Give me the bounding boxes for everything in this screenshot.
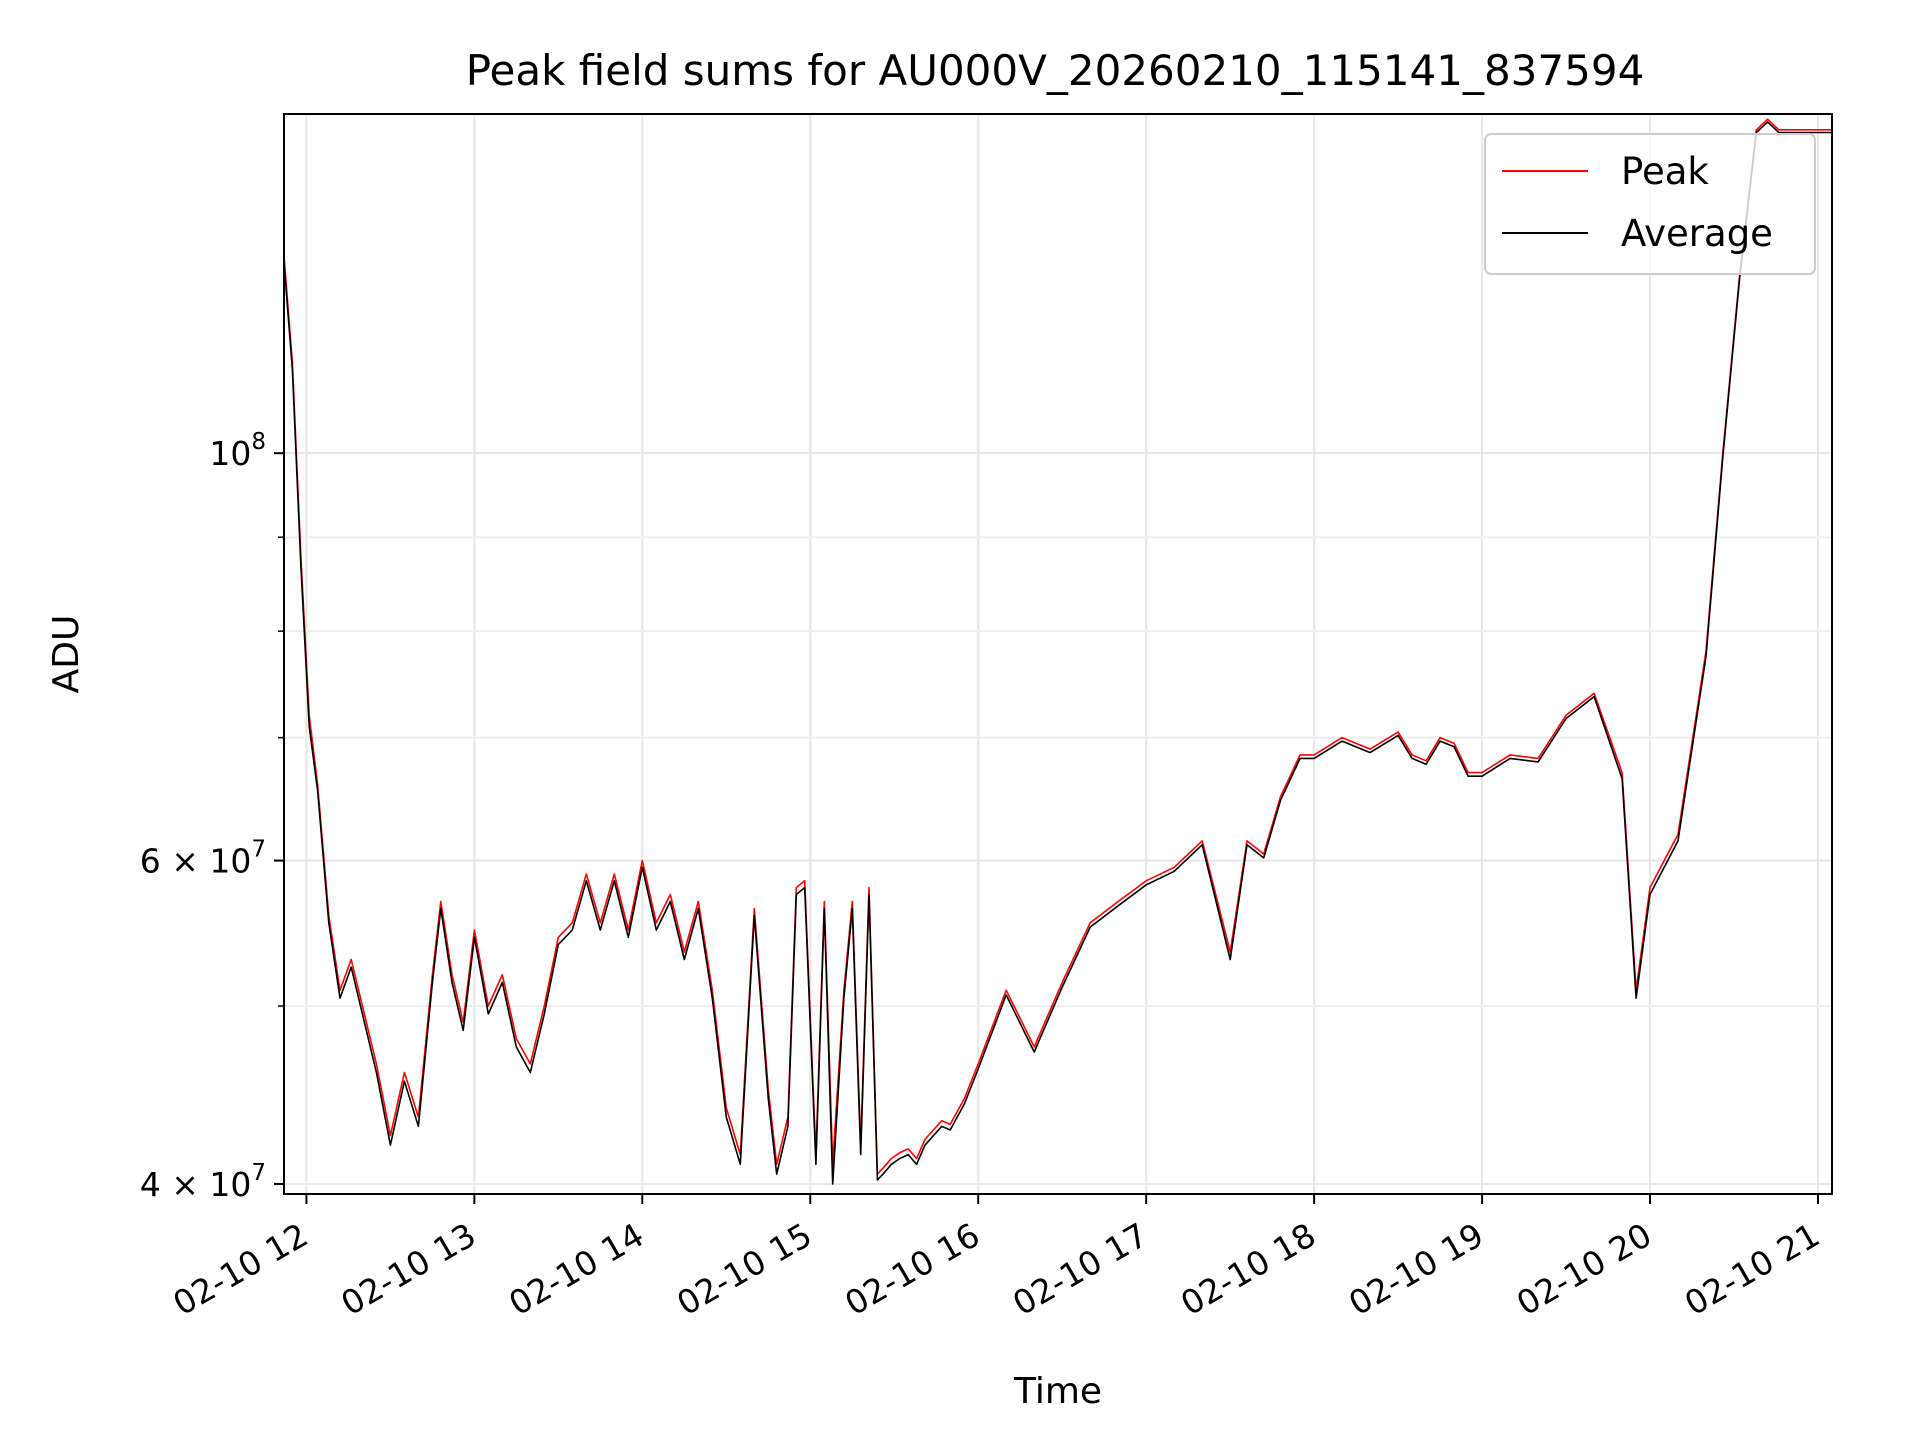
x-axis-label: Time bbox=[1013, 1371, 1102, 1412]
y-tick-label: 4 × 107 bbox=[140, 1160, 266, 1204]
legend-label-peak: Peak bbox=[1621, 150, 1709, 193]
chart-title: Peak field sums for AU000V_20260210_1151… bbox=[466, 46, 1645, 95]
grid-lines bbox=[284, 114, 1832, 1194]
legend-box bbox=[1484, 133, 1816, 275]
legend-label-average: Average bbox=[1621, 212, 1773, 255]
y-axis-ticks: 4 × 107 6 × 107 108 bbox=[140, 429, 284, 1204]
series-line-peak bbox=[283, 118, 1832, 1175]
y-tick-label: 108 bbox=[209, 429, 266, 473]
y-tick-label: 6 × 107 bbox=[140, 837, 266, 881]
plot-frame bbox=[283, 113, 1833, 1195]
legend: Peak Average bbox=[1484, 133, 1816, 275]
series-line-average bbox=[283, 121, 1832, 1185]
plot-series bbox=[283, 118, 1832, 1185]
y-axis-label: ADU bbox=[46, 615, 87, 694]
